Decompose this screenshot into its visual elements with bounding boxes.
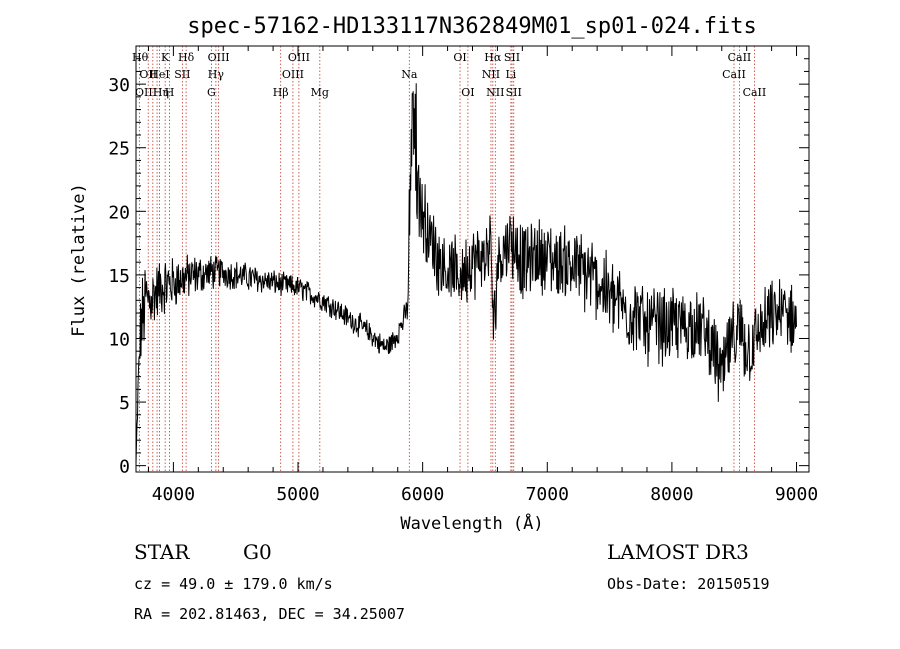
spectrum-series-line [135,83,797,465]
spectral-line-label: Mg [311,86,329,99]
spectral-line-label: G [207,86,216,99]
spectral-line-label: NII [482,68,500,81]
x-tick-label: 4000 [152,484,195,505]
spectral-line-label: OIII [288,51,310,64]
x-tick-label: 9000 [775,484,818,505]
y-tick-label: 20 [108,202,130,223]
survey-name: LAMOST DR3 [607,540,749,564]
y-tick-label: 25 [108,139,130,160]
x-axis-label: Wavelength (Å) [400,512,543,534]
spectral-line-label: OIII [282,68,304,81]
spectral-line-label: CaII [722,68,746,81]
spectral-line-label: Hβ [273,86,289,99]
spectral-line-label: OII [139,68,157,81]
spectral-line-label: H [165,86,175,99]
spectral-line-label: K [161,51,170,64]
spectral-line-label: Li [505,68,516,81]
spectral-line-label: Hδ [178,51,195,64]
x-tick-label: 8000 [650,484,693,505]
y-tick-label: 15 [108,266,130,287]
redshift-info: cz = 49.0 ± 179.0 km/s [134,575,333,593]
spectral-line-label: Hγ [208,68,225,81]
y-axis-label: Flux (relative) [69,183,89,337]
y-tick-label: 10 [108,329,130,350]
x-axis-ticks: 4000 5000 6000 7000 8000 9000 [147,46,818,505]
spectral-line-label: NII [486,86,504,99]
object-class: STAR [134,540,190,564]
y-tick-label: 0 [119,457,130,478]
spectral-line-label: OI [461,86,474,99]
obs-date: Obs-Date: 20150519 [607,575,770,593]
spectral-line-label: HeI [149,68,169,81]
spectral-line-label: Hη [153,86,169,99]
spectral-line-label: SII [506,86,522,99]
x-tick-label: 5000 [276,484,319,505]
spectral-line-label: CaII [743,86,767,99]
spectral-line-label: Hα [484,51,502,64]
spectral-line-label: OIII [208,51,230,64]
spectral-line-label: OIII [135,86,157,99]
spectral-line-label: Hθ [132,51,149,64]
chart-title: spec-57162-HD133117N362849M01_sp01-024.f… [187,14,757,39]
spectral-line-label: SII [174,68,190,81]
spectral-line-label: Na [401,68,418,81]
spectral-line-label: SII [504,51,520,64]
y-tick-label: 30 [108,75,130,96]
object-subclass: G0 [243,540,272,564]
y-axis-ticks: 0 5 10 15 20 25 30 [108,58,809,478]
spectral-line-label: CaII [728,51,752,64]
x-tick-label: 7000 [526,484,569,505]
coordinates: RA = 202.81463, DEC = 34.25007 [134,605,405,623]
x-tick-label: 6000 [401,484,444,505]
spectral-line-markers [138,46,755,472]
spectral-line-label: OI [453,51,466,64]
y-tick-label: 5 [119,393,130,414]
